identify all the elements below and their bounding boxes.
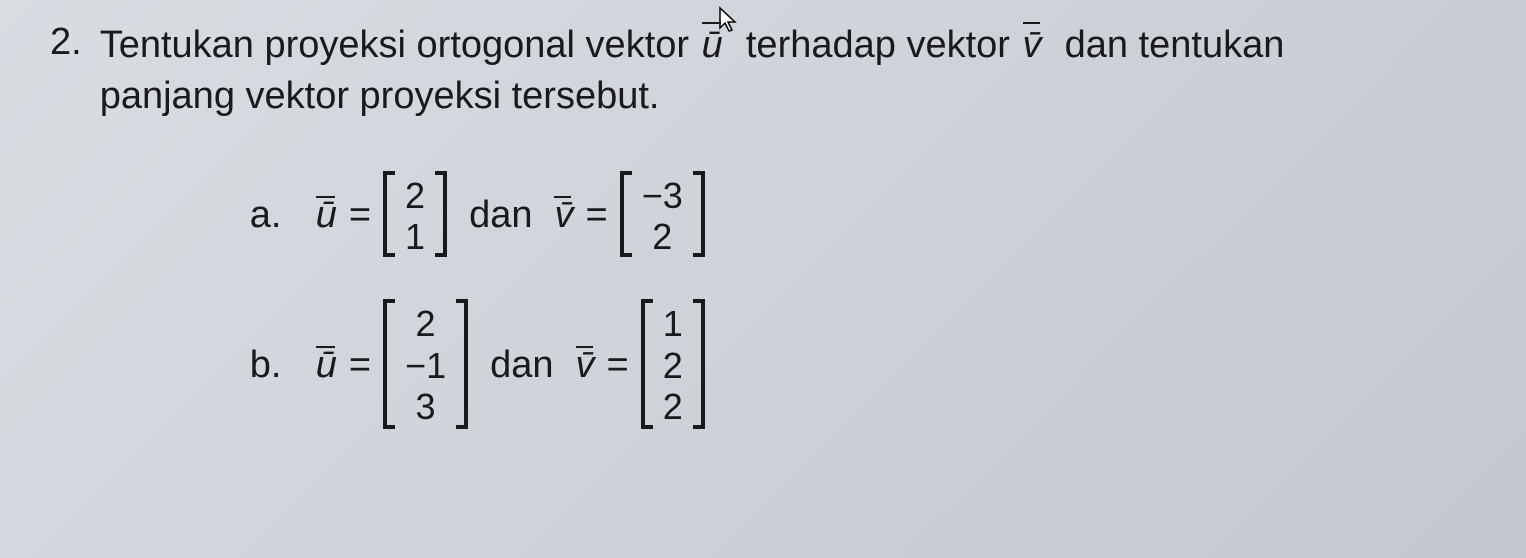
matrix-b-v: 1 2 2 [641, 299, 705, 431]
vector-u-symbol-b: ū [314, 344, 339, 387]
matrix-cell: 2 [405, 303, 446, 344]
conjunction-dan: dan [469, 194, 532, 237]
matrix-cell: 2 [405, 175, 425, 216]
question-text-line2: panjang vektor proyeksi tersebut. [100, 75, 660, 117]
equals-sign: = [585, 194, 607, 237]
vector-v-symbol: v̄ [1021, 20, 1044, 71]
question-body: Tentukan proyeksi ortogonal vektor ū te… [100, 20, 1496, 470]
matrix-a-u: 2 1 [383, 171, 447, 262]
matrix-column: 2 −1 3 [397, 299, 454, 431]
bracket-icon [383, 171, 397, 257]
matrix-cell: 2 [663, 345, 683, 386]
equals-sign: = [349, 344, 371, 387]
eq-part-b-v: v̄ = 1 2 2 [574, 299, 707, 431]
equation-a: ū = 2 1 dan v̄ [314, 171, 707, 262]
vector-v-symbol-b: v̄ [574, 344, 597, 387]
vector-v-symbol-a: v̄ [552, 194, 575, 237]
bracket-icon [691, 171, 705, 257]
eq-part-a-v: v̄ = −3 2 [552, 171, 706, 262]
matrix-cell: −1 [405, 345, 446, 386]
matrix-cell: 2 [663, 386, 683, 427]
vector-u-symbol-a: ū [314, 194, 339, 237]
question-container: 2. Tentukan proyeksi ortogonal vektor ū… [50, 20, 1496, 470]
vector-u-symbol: ū [700, 20, 725, 71]
bracket-icon [691, 299, 705, 429]
matrix-cell: −3 [642, 175, 683, 216]
sub-items-container: a. ū = 2 1 dan [100, 171, 1496, 432]
conjunction-dan: dan [490, 344, 553, 387]
equals-sign: = [349, 194, 371, 237]
matrix-cell: 2 [642, 216, 683, 257]
eq-part-a-u: ū = 2 1 [314, 171, 449, 262]
bracket-icon [620, 171, 634, 257]
matrix-column: 1 2 2 [655, 299, 691, 431]
matrix-column: −3 2 [634, 171, 691, 262]
sub-item-b: b. ū = 2 −1 3 [250, 299, 1496, 431]
matrix-a-v: −3 2 [620, 171, 705, 262]
matrix-cell: 1 [405, 216, 425, 257]
bracket-icon [454, 299, 468, 429]
matrix-cell: 3 [405, 386, 446, 427]
matrix-cell: 1 [663, 303, 683, 344]
question-text-part2: terhadap vektor [746, 24, 1010, 66]
bracket-icon [433, 171, 447, 257]
question-text-part1: Tentukan proyeksi ortogonal vektor [100, 24, 689, 66]
matrix-column: 2 1 [397, 171, 433, 262]
matrix-b-u: 2 −1 3 [383, 299, 468, 431]
question-text: Tentukan proyeksi ortogonal vektor ū te… [100, 20, 1496, 123]
sub-item-a: a. ū = 2 1 dan [250, 171, 1496, 262]
equals-sign: = [607, 344, 629, 387]
eq-part-b-u: ū = 2 −1 3 [314, 299, 470, 431]
item-label-b: b. [250, 344, 292, 387]
equation-b: ū = 2 −1 3 dan [314, 299, 707, 431]
question-number: 2. [50, 20, 82, 66]
question-text-part3: dan tentukan [1065, 24, 1285, 66]
bracket-icon [383, 299, 397, 429]
item-label-a: a. [250, 194, 292, 237]
bracket-icon [641, 299, 655, 429]
